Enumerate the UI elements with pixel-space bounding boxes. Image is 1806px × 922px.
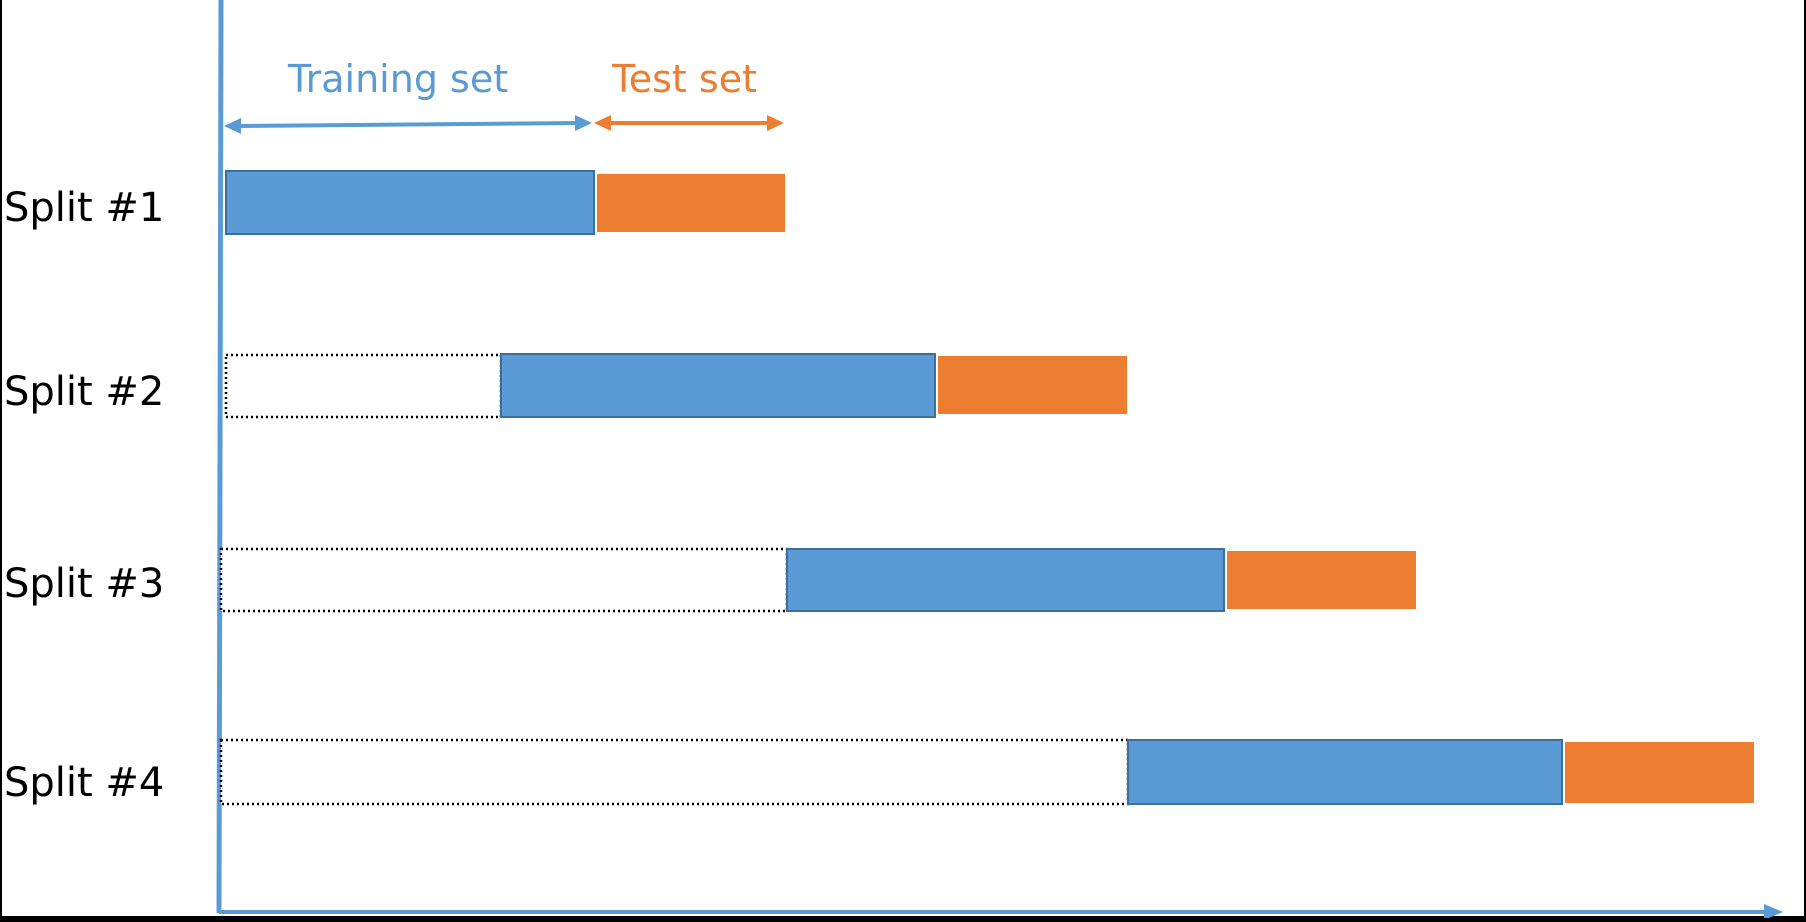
split-2-training-bar <box>500 353 936 418</box>
split-4-test-bar <box>1565 742 1754 803</box>
test-set-label: Test set <box>612 57 757 101</box>
training-arrowhead-right <box>575 115 592 131</box>
horizontal-axis-arrowhead <box>1764 904 1783 920</box>
split-3-test-bar <box>1227 551 1416 609</box>
training-span-arrow <box>235 121 581 128</box>
training-set-label: Training set <box>288 57 509 101</box>
split-4-label: Split #4 <box>4 760 165 806</box>
split-2-label: Split #2 <box>4 369 165 415</box>
split-3-label: Split #3 <box>4 561 165 607</box>
split-3-unused-bar <box>219 547 789 613</box>
test-arrowhead-right <box>767 115 784 131</box>
test-arrowhead-left <box>594 115 611 131</box>
training-arrowhead-left <box>224 118 241 134</box>
split-1-training-bar <box>225 170 595 235</box>
split-2-test-bar <box>938 356 1127 414</box>
split-3-training-bar <box>786 548 1225 612</box>
split-1-label: Split #1 <box>4 185 165 231</box>
split-2-unused-bar <box>224 353 503 419</box>
vertical-axis <box>216 0 224 914</box>
split-4-unused-bar <box>219 738 1130 806</box>
split-4-training-bar <box>1127 739 1563 805</box>
split-1-test-bar <box>597 174 785 232</box>
